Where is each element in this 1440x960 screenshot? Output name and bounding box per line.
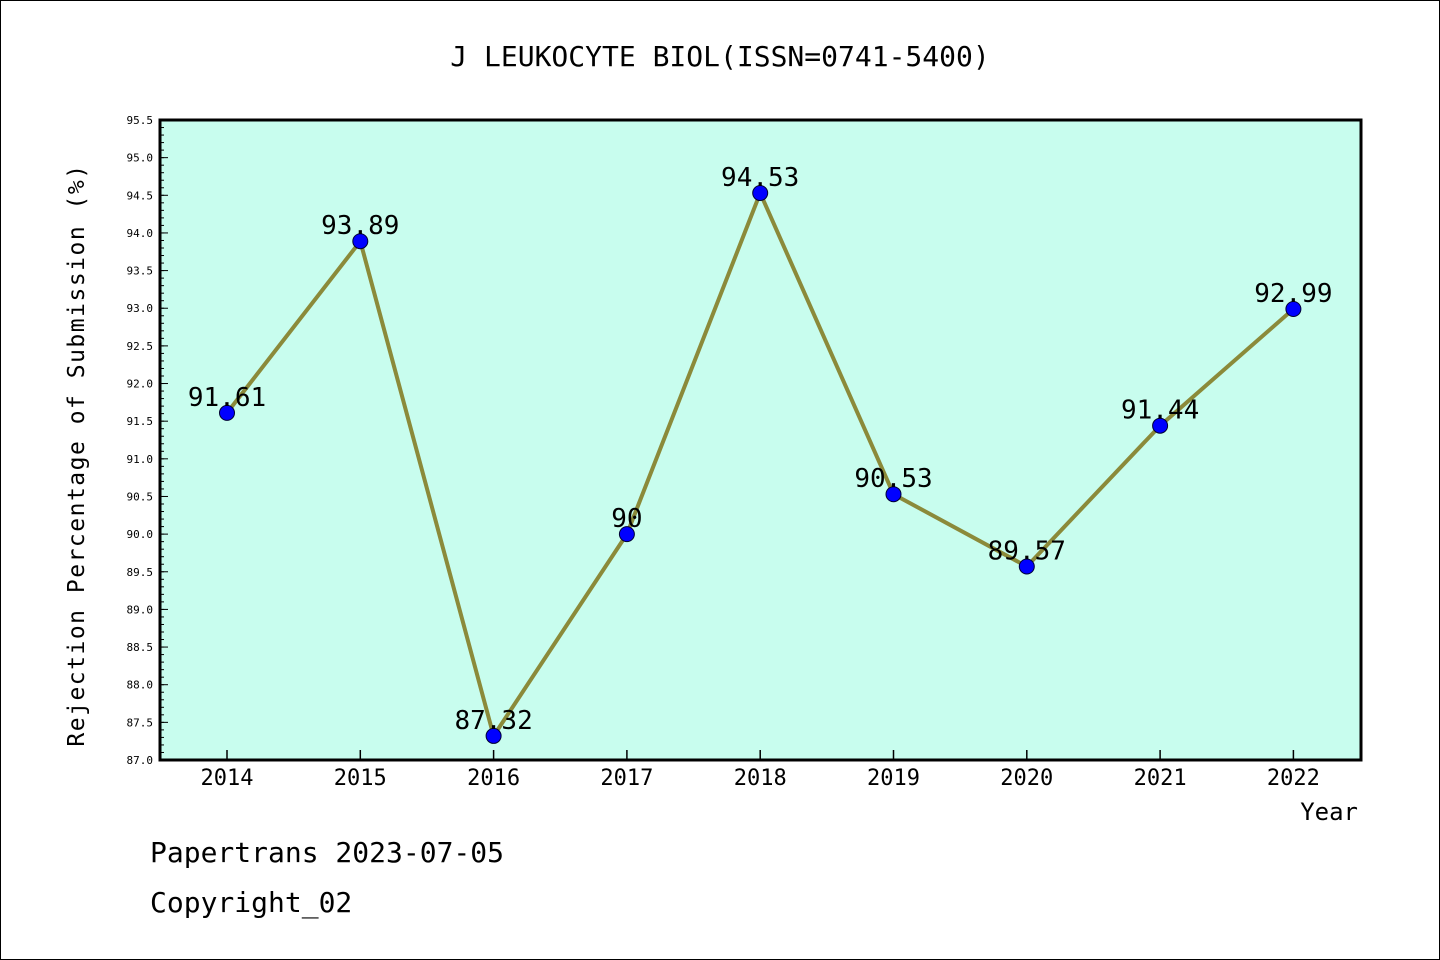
x-tick-label: 2018	[734, 766, 787, 791]
x-tick-label: 2022	[1267, 766, 1320, 791]
y-tick-label: 93.0	[127, 302, 154, 315]
y-tick-label: 91.5	[127, 415, 154, 428]
y-axis-label: Rejection Percentage of Submission (%)	[64, 163, 90, 746]
footer-source: Papertrans 2023-07-05	[150, 836, 505, 869]
x-tick-label: 2015	[334, 766, 387, 791]
data-point-2020	[1018, 558, 1035, 575]
y-tick-label: 94.5	[127, 189, 154, 202]
data-label-2018: 94.53	[721, 163, 799, 193]
x-tick-label: 2017	[600, 766, 653, 791]
y-tick-label: 88.0	[127, 679, 154, 692]
x-tick-label: 2021	[1134, 766, 1187, 791]
data-point-2022	[1285, 300, 1302, 317]
y-axis: 87.0 87.5 88.0 88.5 89.0 89.5 90.0 90.5 91.0 91.5…	[127, 114, 168, 767]
y-tick-label: 95.5	[127, 114, 154, 127]
y-tick-label: 92.0	[127, 378, 154, 391]
data-point-2021	[1152, 417, 1169, 434]
y-tick-label: 90.5	[127, 490, 154, 503]
y-tick-label: 89.5	[127, 566, 154, 579]
series-markers	[219, 185, 1302, 744]
footer-copyright: Copyright_02	[150, 886, 353, 919]
x-tick-label: 2019	[867, 766, 920, 791]
data-point-2014	[219, 404, 235, 421]
y-tick-label: 88.5	[127, 641, 154, 654]
y-tick-label: 93.5	[127, 265, 154, 278]
x-tick-label: 2020	[1000, 766, 1053, 791]
data-point-2019	[885, 486, 902, 503]
y-tick-label: 94.0	[127, 227, 154, 240]
data-label-2015: 93.89	[321, 211, 399, 241]
x-axis-label: Year	[1300, 798, 1358, 826]
data-point-2015	[352, 233, 369, 250]
data-point-2018	[752, 185, 769, 202]
y-tick-label: 87.0	[127, 754, 154, 767]
x-tick-label: 2014	[201, 766, 254, 791]
y-tick-label: 95.0	[127, 152, 154, 165]
data-label-2017: 90	[611, 504, 642, 534]
y-tick-label: 89.0	[127, 603, 154, 616]
data-label-2022: 92.99	[1254, 279, 1332, 309]
y-tick-label: 87.5	[127, 716, 154, 729]
y-tick-label: 91.0	[127, 453, 154, 466]
data-label-2014: 91.61	[188, 383, 266, 413]
chart-title: J LEUKOCYTE BIOL(ISSN=0741-5400)	[450, 40, 989, 73]
y-tick-label: 90.0	[127, 528, 154, 541]
plot-area	[158, 118, 1363, 762]
data-point-2016	[485, 727, 502, 744]
data-label-2019: 90.53	[854, 464, 932, 494]
data-label-2016: 87.32	[454, 706, 532, 736]
data-point-2017	[618, 526, 635, 543]
x-tick-label: 2016	[467, 766, 520, 791]
x-axis: 2014 2015 2016 2017 2018 2019 2020 2021 2022	[201, 750, 1320, 791]
y-tick-label: 92.5	[127, 340, 154, 353]
data-label-2020: 89.57	[988, 536, 1066, 566]
data-label-2021: 91.44	[1121, 396, 1199, 426]
data-labels: 91.61 93.89 87.32 90 94.53 90.53 89.57 91.44 92.…	[188, 163, 1333, 736]
